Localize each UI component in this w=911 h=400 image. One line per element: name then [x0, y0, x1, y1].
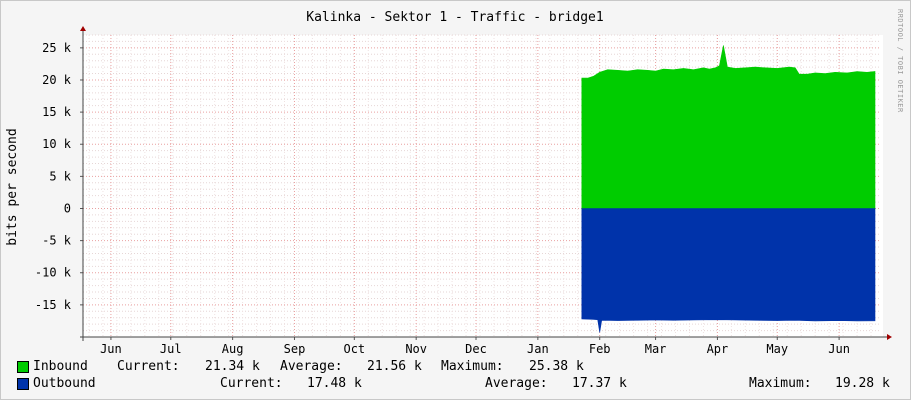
x-tick-label: Oct	[343, 342, 365, 356]
x-tick-label: Nov	[405, 342, 427, 356]
x-tick-label: Sep	[284, 342, 306, 356]
legend: Inbound Current: 21.34 k Average: 21.56 …	[17, 359, 907, 393]
y-axis-label: bits per second	[5, 128, 20, 245]
y-tick-label: -5 k	[42, 234, 72, 248]
inbound-average-value: 21.56 k	[367, 359, 422, 374]
outbound-current-value: 17.48 k	[307, 376, 362, 391]
inbound-current-value: 21.34 k	[205, 359, 260, 374]
rrdtool-watermark: RRDTOOL / TOBI OETIKER	[896, 9, 904, 113]
x-tick-labels: Jun Jul Aug Sep Oct Nov Dec Jan Feb Mar Apr May Jun	[100, 342, 850, 356]
area-outbound	[581, 208, 876, 333]
x-tick-label: Mar	[645, 342, 667, 356]
x-tick-label: Feb	[589, 342, 611, 356]
legend-row-outbound: Outbound Current: 17.48 k Average: 17.37…	[17, 376, 907, 393]
outbound-average-value: 17.37 k	[572, 376, 627, 391]
outbound-current-label: Current:	[220, 376, 283, 391]
inbound-maximum-value: 25.38 k	[529, 359, 584, 374]
x-tick-label: Apr	[707, 342, 729, 356]
x-tick-label: Jun	[100, 342, 122, 356]
outbound-maximum-label: Maximum:	[749, 376, 812, 391]
y-tick-label: 15 k	[42, 105, 72, 119]
series-areas	[581, 45, 876, 333]
x-tick-label: Aug	[222, 342, 244, 356]
inbound-name: Inbound	[33, 359, 88, 374]
y-tick-label: 10 k	[42, 137, 72, 151]
y-tick-label: 0	[64, 201, 71, 215]
chart-title: Kalinka - Sektor 1 - Traffic - bridge1	[306, 10, 603, 25]
inbound-maximum-label: Maximum:	[441, 359, 504, 374]
y-tick-label: 5 k	[49, 169, 71, 183]
area-inbound	[581, 45, 876, 209]
x-tick-label: Dec	[465, 342, 487, 356]
inbound-current-label: Current:	[117, 359, 180, 374]
y-tick-label: -10 k	[35, 266, 72, 280]
x-tick-label: Jan	[527, 342, 549, 356]
y-tick-label: 25 k	[42, 41, 72, 55]
y-tick-label: 20 k	[42, 73, 72, 87]
y-tick-labels: 25 k 20 k 15 k 10 k 5 k 0 -5 k -10 k -15 k	[35, 41, 72, 312]
inbound-swatch	[17, 361, 29, 373]
y-tick-label: -15 k	[35, 298, 72, 312]
axes	[80, 26, 892, 341]
inbound-average-label: Average:	[280, 359, 343, 374]
outbound-maximum-value: 19.28 k	[835, 376, 890, 391]
grid	[83, 34, 881, 337]
outbound-average-label: Average:	[485, 376, 548, 391]
y-axis-arrow	[80, 26, 86, 31]
x-axis-arrow	[887, 334, 892, 340]
outbound-name: Outbound	[33, 376, 96, 391]
x-tick-label: May	[766, 342, 788, 356]
legend-row-inbound: Inbound Current: 21.34 k Average: 21.56 …	[17, 359, 907, 376]
x-tick-label: Jun	[828, 342, 850, 356]
x-tick-label: Jul	[160, 342, 182, 356]
outbound-swatch	[17, 378, 29, 390]
